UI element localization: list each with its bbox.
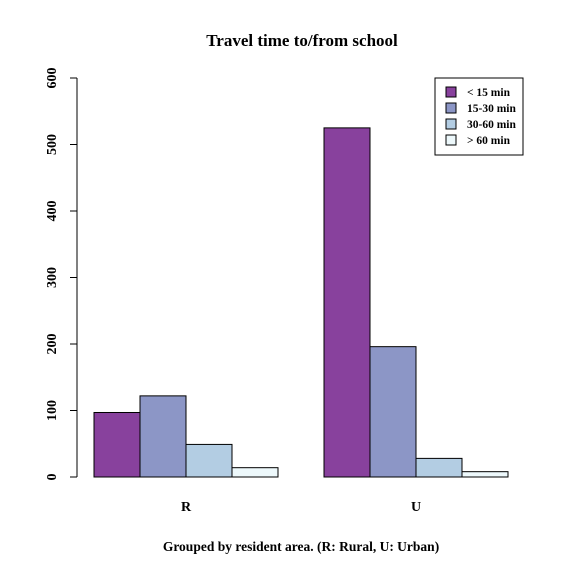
bar-U-series-0: [323, 127, 371, 478]
legend-swatch-2: [445, 118, 457, 130]
bar-U-series-1: [369, 346, 417, 478]
y-tick-label: 0: [45, 474, 60, 481]
legend-label-1: 15-30 min: [467, 103, 516, 115]
y-tick-label: 400: [45, 201, 60, 222]
legend-swatch-0: [445, 86, 457, 98]
y-tick-label: 200: [45, 334, 60, 355]
y-tick-label: 300: [45, 267, 60, 288]
bar-R-series-2: [185, 443, 233, 478]
y-tick-label: 600: [45, 68, 60, 89]
y-tick-label: 100: [45, 400, 60, 421]
category-label-R: R: [181, 500, 192, 515]
legend: < 15 min 15-30 min 30-60 min > 60 min: [434, 77, 524, 156]
bar-R-series-3: [231, 467, 279, 478]
x-axis-label: Grouped by resident area. (R: Rural, U: …: [163, 539, 439, 554]
bar-U-series-3: [461, 471, 509, 478]
legend-label-2: 30-60 min: [467, 119, 516, 131]
category-label-U: U: [411, 500, 421, 515]
bars: [93, 127, 509, 478]
legend-label-3: > 60 min: [467, 135, 511, 147]
chart-title: Travel time to/from school: [206, 31, 398, 50]
bar-R-series-0: [93, 411, 141, 478]
legend-swatch-3: [445, 134, 457, 146]
bar-R-series-1: [139, 395, 187, 478]
legend-swatch-1: [445, 102, 457, 114]
bar-U-series-2: [415, 457, 463, 478]
y-tick-label: 500: [45, 134, 60, 155]
legend-label-0: < 15 min: [467, 87, 511, 99]
y-axis: 0 100 200 300 400 500 600: [45, 68, 78, 481]
